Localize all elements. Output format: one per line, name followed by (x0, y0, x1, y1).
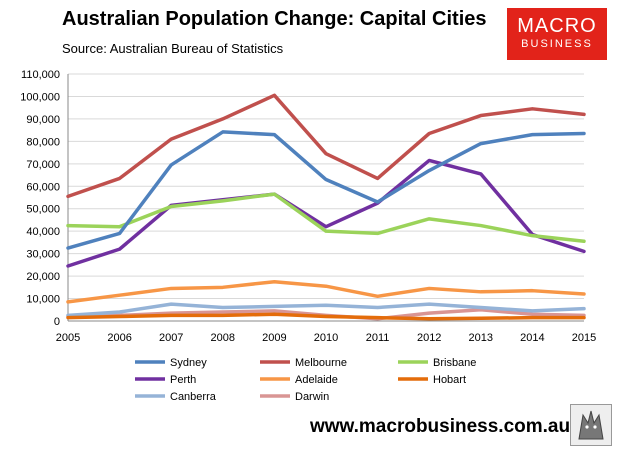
legend-label-melbourne: Melbourne (295, 357, 347, 369)
legend-label-brisbane: Brisbane (433, 357, 476, 369)
legend-label-hobart: Hobart (433, 374, 466, 386)
y-tick-label: 40,000 (26, 226, 60, 238)
x-tick-label: 2008 (211, 332, 235, 344)
y-tick-label: 50,000 (26, 204, 60, 216)
y-tick-label: 20,000 (26, 271, 60, 283)
x-tick-label: 2006 (107, 332, 131, 344)
legend-label-darwin: Darwin (295, 391, 329, 403)
legend-label-sydney: Sydney (170, 357, 207, 369)
x-tick-label: 2010 (314, 332, 338, 344)
series-line-perth (66, 158, 586, 268)
x-tick-label: 2009 (262, 332, 286, 344)
y-tick-label: 80,000 (26, 136, 60, 148)
x-tick-label: 2013 (469, 332, 493, 344)
x-tick-label: 2011 (366, 332, 390, 344)
y-tick-label: 0 (54, 316, 60, 328)
website-url: www.macrobusiness.com.au (310, 416, 571, 437)
y-tick-label: 70,000 (26, 159, 60, 171)
chart-subtitle: Source: Australian Bureau of Statistics (62, 41, 284, 56)
wolf-emblem-icon (570, 404, 612, 446)
y-tick-label: 100,000 (20, 91, 60, 103)
x-tick-label: 2014 (520, 332, 544, 344)
x-tick-label: 2015 (572, 332, 596, 344)
series-line-melbourne (66, 93, 586, 199)
y-tick-label: 110,000 (21, 69, 60, 81)
series-line-hobart (66, 312, 586, 321)
series-line-adelaide (66, 279, 586, 304)
legend-label-adelaide: Adelaide (295, 374, 338, 386)
logo-line-1: MACRO (517, 15, 597, 37)
series-line-canberra (66, 302, 586, 318)
series-line-sydney (66, 130, 586, 250)
y-tick-label: 60,000 (26, 181, 60, 193)
y-tick-label: 10,000 (26, 294, 60, 306)
chart-title: Australian Population Change: Capital Ci… (62, 8, 487, 30)
x-tick-label: 2005 (56, 332, 80, 344)
y-tick-label: 90,000 (26, 114, 60, 126)
legend-label-perth: Perth (170, 374, 196, 386)
macrobusiness-logo: MACRO BUSINESS (507, 8, 607, 60)
legend-label-canberra: Canberra (170, 391, 217, 403)
y-tick-label: 30,000 (26, 249, 60, 261)
x-tick-label: 2007 (159, 332, 183, 344)
x-tick-label: 2012 (417, 332, 441, 344)
logo-line-2: BUSINESS (521, 38, 593, 50)
series-line-brisbane (66, 192, 586, 244)
